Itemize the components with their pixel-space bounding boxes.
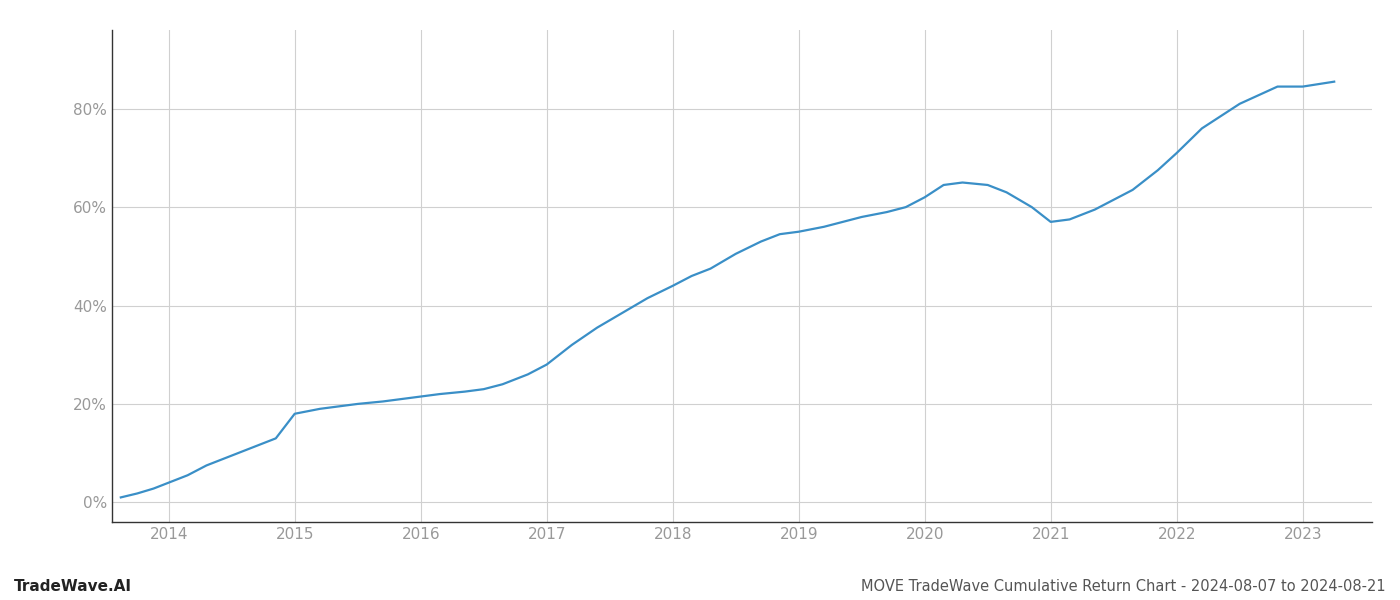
Text: MOVE TradeWave Cumulative Return Chart - 2024-08-07 to 2024-08-21: MOVE TradeWave Cumulative Return Chart -… bbox=[861, 579, 1386, 594]
Text: TradeWave.AI: TradeWave.AI bbox=[14, 579, 132, 594]
